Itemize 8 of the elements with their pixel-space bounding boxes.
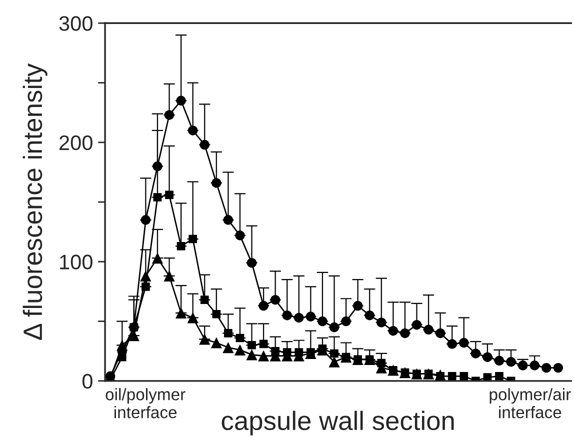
text: polymer/air interface: [490, 388, 571, 418]
text: oil/polymer interface: [106, 388, 186, 418]
y-tick-label: 100: [60, 254, 92, 270]
x-axis-title: capsule wall section: [222, 410, 454, 436]
y-tick-label: 300: [59, 16, 92, 31]
y-tick-label: 0: [82, 374, 92, 389]
y-axis-title: Δ fluorescence intensity: [22, 63, 48, 340]
y-tick-label: 200: [60, 135, 92, 150]
